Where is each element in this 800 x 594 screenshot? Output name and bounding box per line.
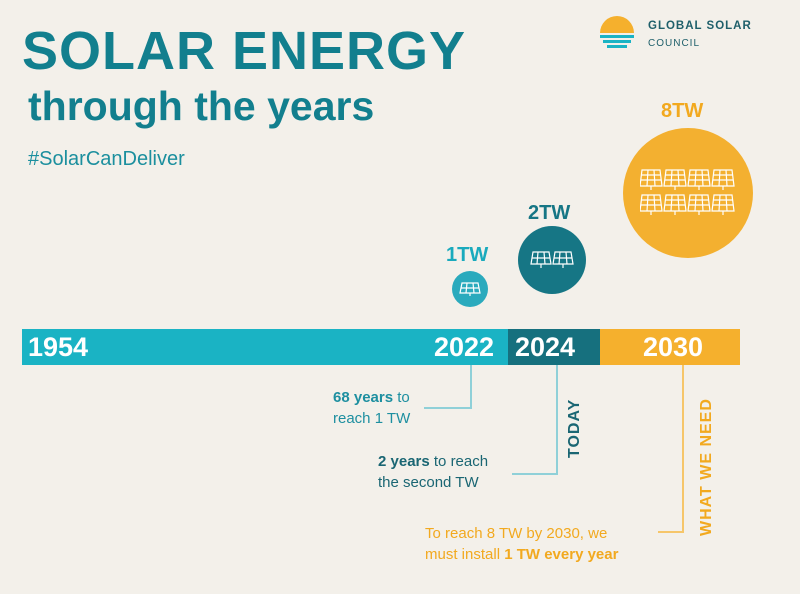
note-8tw-pre: must install <box>425 546 505 563</box>
note-8tw: To reach 8 TW by 2030, we must install 1… <box>425 523 618 565</box>
milestone-1tw-circle <box>452 271 488 307</box>
note-2-years: 2 years to reach the second TW <box>378 451 488 493</box>
year-1954: 1954 <box>28 332 89 362</box>
timeline-today-segment <box>508 329 600 365</box>
milestone-8tw-label: 8TW <box>661 100 704 122</box>
note-68-years: 68 years to reach 1 TW <box>333 387 410 429</box>
solar-panel-icon <box>459 282 481 296</box>
logo-name-line1: GLOBAL SOLAR <box>648 20 752 32</box>
note-68-years-bold: 68 years <box>333 389 394 406</box>
note-2-years-bold: 2 years <box>378 453 430 470</box>
milestone-8tw-circle <box>623 128 753 258</box>
page-title: SOLAR ENERGY <box>22 21 467 81</box>
milestone-1tw-label: 1TW <box>446 244 489 266</box>
timeline-future-segment <box>600 329 740 365</box>
solar-panel-icon <box>530 251 574 268</box>
note-68-years-rest: to <box>393 389 410 406</box>
note-68-years-line2: reach 1 TW <box>333 410 411 427</box>
connector-2024 <box>556 365 558 475</box>
page-subtitle: through the years <box>28 83 375 129</box>
connector-2022 <box>470 365 472 409</box>
timeline-past-segment <box>22 329 508 365</box>
note-8tw-bold: 1 TW every year <box>504 546 619 563</box>
connector-2024-h <box>512 473 558 475</box>
solar-panel-icon <box>640 169 735 216</box>
year-2030: 2030 <box>643 332 704 362</box>
note-2-years-rest: to reach <box>429 453 489 470</box>
hashtag: #SolarCanDeliver <box>28 148 185 170</box>
note-8tw-line1: To reach 8 TW by 2030, we <box>425 525 608 542</box>
what-we-need-marker: WHAT WE NEED <box>698 398 715 536</box>
logo-name-line2: COUNCIL <box>648 38 701 49</box>
today-marker: TODAY <box>566 398 583 458</box>
note-2-years-line2: the second TW <box>378 474 479 491</box>
milestone-2tw-circle <box>518 226 586 294</box>
sun-water-logo-icon <box>600 16 634 48</box>
connector-2030 <box>682 365 684 533</box>
connector-2030-h <box>658 531 684 533</box>
year-2024: 2024 <box>515 332 576 362</box>
year-2022: 2022 <box>434 332 495 362</box>
connector-2022-h <box>424 407 472 409</box>
milestone-2tw-label: 2TW <box>528 202 571 224</box>
